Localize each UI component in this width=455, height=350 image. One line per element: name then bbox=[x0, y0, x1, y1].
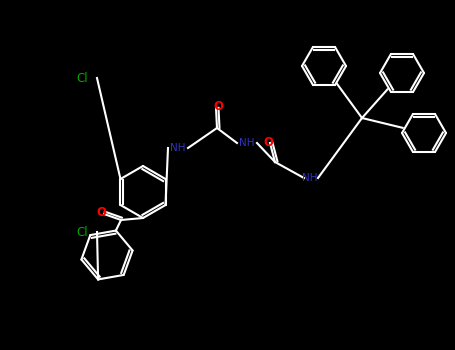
Text: O: O bbox=[263, 135, 273, 148]
Text: NH: NH bbox=[170, 143, 186, 153]
Text: O: O bbox=[96, 206, 106, 219]
Text: O: O bbox=[213, 100, 223, 113]
Text: NH: NH bbox=[302, 173, 318, 183]
Text: Cl: Cl bbox=[76, 71, 88, 84]
Text: Cl: Cl bbox=[76, 225, 88, 238]
Text: NH: NH bbox=[239, 138, 255, 148]
